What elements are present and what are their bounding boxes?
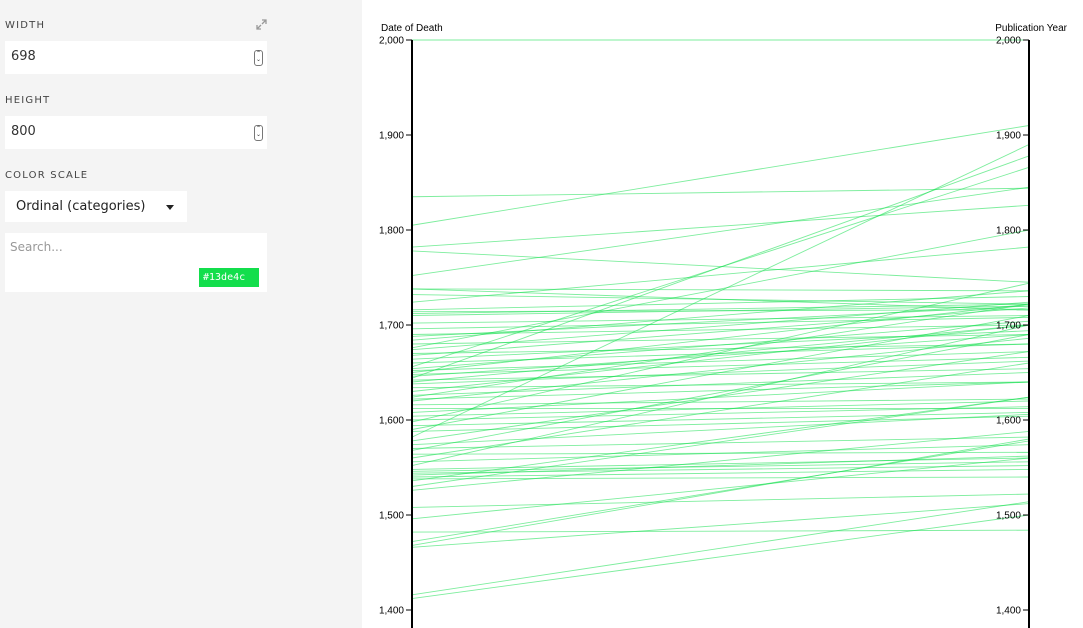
data-line — [411, 229, 1030, 349]
color-search-input[interactable]: Search... — [5, 233, 267, 292]
tick-label: 1,800 — [379, 226, 404, 237]
color-swatch-chip[interactable]: #13de4c — [199, 268, 259, 287]
tick-label: 1,600 — [996, 416, 1021, 427]
data-line — [411, 324, 1030, 467]
data-line — [411, 476, 1030, 480]
data-line — [411, 381, 1030, 400]
data-line — [411, 436, 1030, 449]
data-line — [411, 406, 1030, 421]
data-line — [411, 303, 1030, 373]
data-line — [411, 315, 1030, 430]
data-line — [411, 351, 1030, 442]
data-line — [411, 144, 1030, 438]
data-line — [411, 301, 1030, 351]
data-line — [411, 368, 1030, 381]
settings-sidebar: WIDTH 698 ⌃ ⌄ HEIGHT 800 ⌃ ⌄ COLOR SCALE O… — [0, 0, 362, 628]
color-scale-label: COLOR SCALE — [5, 170, 89, 181]
tick-label: 1,900 — [379, 131, 404, 142]
data-line — [411, 187, 1030, 198]
tick-label: 1,700 — [996, 321, 1021, 332]
data-lines — [411, 39, 1030, 600]
data-line — [411, 468, 1030, 478]
data-line — [411, 125, 1030, 226]
data-line — [411, 334, 1030, 377]
data-line — [411, 186, 1030, 277]
data-line — [411, 396, 1030, 487]
data-line — [411, 493, 1030, 508]
expand-arrows-icon[interactable] — [256, 19, 267, 30]
data-line — [411, 396, 1030, 482]
data-line — [411, 438, 1030, 546]
data-line — [411, 503, 1030, 548]
tick-label: 2,000 — [996, 36, 1021, 47]
data-line — [411, 514, 1030, 600]
data-line — [411, 356, 1030, 375]
tick-label: 1,400 — [996, 606, 1021, 617]
data-line — [411, 381, 1030, 413]
data-line — [411, 303, 1030, 398]
data-line — [411, 398, 1030, 406]
data-line — [411, 324, 1030, 335]
data-line — [411, 324, 1030, 392]
data-line — [411, 430, 1030, 491]
data-line — [411, 305, 1030, 337]
tick-label: 1,500 — [996, 511, 1021, 522]
tick-label: 1,500 — [379, 511, 404, 522]
data-line — [411, 372, 1030, 396]
width-input[interactable]: 698 ⌃ ⌄ — [5, 41, 267, 74]
data-line — [411, 324, 1030, 383]
data-line — [411, 290, 1030, 341]
data-line — [411, 204, 1030, 248]
width-label: WIDTH — [5, 20, 46, 31]
data-line — [411, 343, 1030, 354]
data-line — [411, 501, 1030, 596]
data-line — [411, 461, 1030, 472]
data-line — [411, 288, 1030, 292]
color-scale-select[interactable]: Ordinal (categories) — [5, 191, 187, 222]
caret-down-icon — [166, 205, 174, 210]
data-line — [411, 415, 1030, 432]
data-line — [411, 413, 1030, 446]
color-scale-value: Ordinal (categories) — [16, 199, 146, 214]
data-line — [411, 444, 1030, 463]
tick-label: 1,400 — [379, 606, 404, 617]
data-line — [411, 351, 1030, 372]
search-placeholder: Search... — [10, 240, 63, 254]
data-line — [411, 303, 1030, 315]
height-value: 800 — [11, 124, 36, 139]
data-line — [411, 457, 1030, 470]
data-line — [411, 440, 1030, 543]
data-line — [411, 411, 1030, 427]
width-value: 698 — [11, 49, 36, 64]
up-down-stepper-icon[interactable]: ⌃ ⌄ — [254, 125, 263, 141]
data-line — [411, 381, 1030, 389]
up-down-stepper-icon[interactable]: ⌃ ⌄ — [254, 50, 263, 66]
axis-title: Publication Year — [995, 23, 1067, 34]
height-label: HEIGHT — [5, 95, 51, 106]
axis-title: Date of Death — [381, 23, 443, 34]
data-line — [411, 246, 1030, 303]
data-line — [411, 294, 1030, 305]
data-line — [411, 315, 1030, 324]
data-line — [411, 400, 1030, 417]
tick-label: 1,900 — [996, 131, 1021, 142]
height-input[interactable]: 800 ⌃ ⌄ — [5, 116, 267, 149]
data-line — [411, 305, 1030, 316]
tick-label: 2,000 — [379, 36, 404, 47]
data-line — [411, 457, 1030, 520]
tick-label: 1,800 — [996, 226, 1021, 237]
data-line — [411, 282, 1030, 423]
data-line — [411, 334, 1030, 451]
parallel-coordinates-chart: Date of Death 1,400 1,500 1,600 1,700 1,800 1,… — [379, 23, 1068, 628]
data-line — [411, 529, 1030, 533]
tick-label: 1,600 — [379, 416, 404, 427]
tick-label: 1,700 — [379, 321, 404, 332]
